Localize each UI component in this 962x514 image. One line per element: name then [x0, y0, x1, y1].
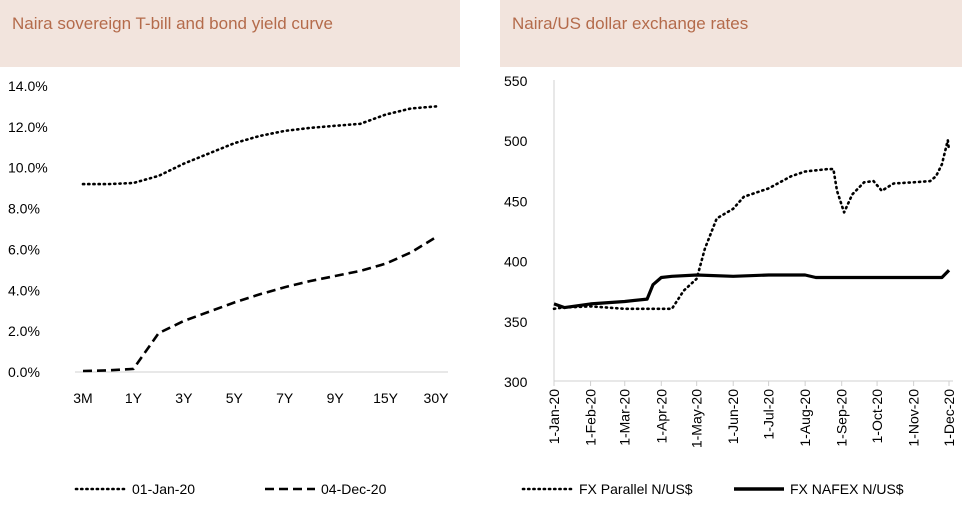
- x-tick-label: 1-Jul-20: [761, 389, 777, 440]
- y-tick-label: 14.0%: [8, 78, 48, 94]
- legend-label: FX NAFEX N/US$: [790, 481, 904, 497]
- x-tick-label: 1-Oct-20: [869, 389, 885, 444]
- x-tick-label: 30Y: [424, 390, 450, 406]
- x-tick-label: 3Y: [175, 390, 193, 406]
- y-tick-label: 500: [504, 133, 528, 149]
- x-tick-label: 1Y: [125, 390, 143, 406]
- series-line-2: [553, 269, 951, 310]
- x-tick-label: 1-Jun-20: [725, 389, 741, 444]
- y-tick-label: 4.0%: [8, 282, 40, 298]
- y-tick-label: 400: [504, 254, 528, 270]
- x-tick-label: 1-Feb-20: [583, 389, 599, 446]
- legend-label: FX Parallel N/US$: [579, 481, 693, 497]
- y-tick-label: 2.0%: [8, 323, 40, 339]
- legend-label: 04-Dec-20: [321, 481, 387, 497]
- x-tick-label: 1-Mar-20: [617, 389, 633, 446]
- x-tick-label: 1-Jan-20: [546, 389, 562, 444]
- x-tick-label: 3M: [73, 390, 92, 406]
- x-tick-label: 7Y: [276, 390, 294, 406]
- x-tick-label: 1-Nov-20: [906, 389, 922, 447]
- y-tick-label: 300: [504, 374, 528, 390]
- left-chart-title: Naira sovereign T-bill and bond yield cu…: [12, 14, 333, 33]
- left-chart-header: Naira sovereign T-bill and bond yield cu…: [0, 0, 460, 67]
- x-tick-label: 15Y: [373, 390, 399, 406]
- y-tick-label: 10.0%: [8, 160, 48, 176]
- yield-curve-chart: 0.0% 2.0% 4.0% 6.0% 8.0% 10.0% 12.0% 14.0% 3M 1Y 3…: [8, 78, 450, 497]
- x-tick-label: 1-Sep-20: [834, 389, 850, 447]
- series-line-1: [552, 138, 951, 311]
- x-tick-label: 1-Apr-20: [653, 389, 669, 444]
- right-chart-header: Naira/US dollar exchange rates: [500, 0, 962, 67]
- x-tick-label: 9Y: [327, 390, 345, 406]
- y-tick-label: 8.0%: [8, 201, 40, 217]
- legend-label: 01-Jan-20: [132, 481, 195, 497]
- right-chart-title: Naira/US dollar exchange rates: [512, 14, 749, 33]
- x-tick-label: 1-Aug-20: [797, 389, 813, 447]
- x-tick-label: 5Y: [226, 390, 244, 406]
- y-tick-label: 12.0%: [8, 119, 48, 135]
- y-tick-label: 450: [504, 193, 528, 209]
- x-tick-label: 1-May-20: [689, 389, 705, 448]
- series-line-1: [81, 105, 438, 186]
- y-tick-label: 550: [504, 73, 528, 89]
- y-tick-label: 350: [504, 314, 528, 330]
- series-line-2: [82, 236, 437, 373]
- y-tick-label: 6.0%: [8, 241, 40, 257]
- y-tick-label: 0.0%: [8, 364, 40, 380]
- x-tick-label: 1-Dec-20: [941, 389, 957, 447]
